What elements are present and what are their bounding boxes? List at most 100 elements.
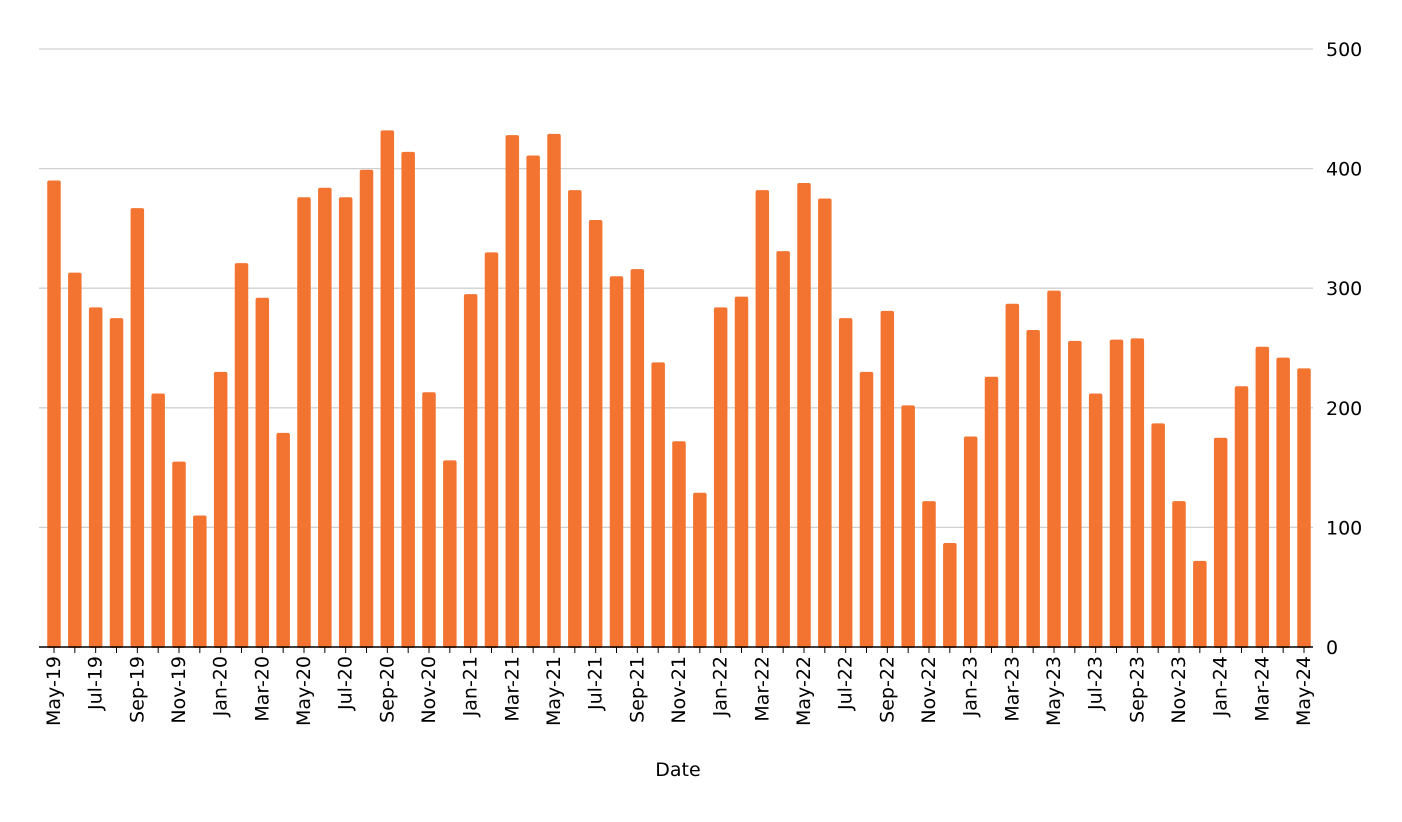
axes: [39, 646, 1313, 653]
bar-Apr-22: [776, 251, 790, 648]
bar-Feb-21: [484, 252, 499, 648]
bar-Jan-23: [963, 436, 978, 648]
x-tick-label: Sep-20: [376, 656, 398, 723]
bar-Jul-20: [338, 197, 353, 648]
bar-Sep-19: [130, 208, 145, 648]
bar-Jan-22: [713, 307, 728, 648]
bar-Sep-22: [880, 310, 895, 648]
bar-Apr-23: [1026, 330, 1040, 648]
bar-Aug-19: [109, 318, 124, 648]
bar-Jun-21: [568, 190, 582, 649]
bar-Apr-20: [276, 432, 290, 648]
y-tick-label: 200: [1326, 398, 1362, 420]
bar-Nov-21: [672, 441, 686, 648]
bar-Jun-20: [318, 187, 332, 648]
bar-Jul-23: [1088, 393, 1103, 648]
bar-Oct-19: [151, 393, 165, 648]
bar-Oct-20: [401, 151, 415, 648]
bar-Jul-21: [588, 220, 603, 648]
bar-Dec-23: [1193, 560, 1207, 648]
bar-Sep-20: [380, 130, 395, 648]
bar-Oct-22: [901, 405, 915, 648]
x-tick-labels: May-19 Jul-19 Sep-19 Nov-19 Jan-20 Mar-20 May-…: [43, 656, 1315, 726]
x-tick-label: Mar-24: [1251, 656, 1273, 722]
y-tick-label: 300: [1326, 278, 1362, 300]
x-tick-label: Mar-21: [501, 656, 523, 722]
bar-Jan-24: [1213, 437, 1228, 648]
bar-May-23: [1047, 290, 1061, 648]
y-tick-label: 0: [1326, 637, 1338, 659]
bar-Dec-20: [443, 460, 457, 648]
x-tick-label: Sep-23: [1126, 656, 1148, 723]
x-tick-label: Nov-22: [918, 656, 940, 724]
bar-Jun-19: [68, 272, 82, 648]
x-tick-label: Mar-20: [251, 656, 273, 722]
x-tick-label: Sep-21: [626, 656, 648, 723]
x-tick-label: Jan-22: [710, 656, 732, 717]
bar-Dec-21: [693, 492, 707, 648]
bar-Nov-20: [422, 392, 436, 648]
x-tick-label: Mar-23: [1001, 656, 1023, 722]
bar-Aug-20: [359, 169, 374, 648]
bar-May-22: [797, 182, 811, 648]
bar-Feb-23: [984, 376, 999, 648]
bar-Nov-19: [172, 461, 186, 648]
y-tick-label: 500: [1326, 39, 1362, 61]
x-axis-title: Date: [655, 759, 700, 781]
x-tick-label: Jul-23: [1085, 656, 1107, 711]
x-tick-label: May-19: [43, 656, 65, 726]
x-tick-label: Nov-23: [1168, 656, 1190, 724]
bar-Jun-22: [818, 198, 832, 648]
bar-Aug-21: [609, 276, 624, 648]
x-tick-label: Jul-22: [835, 656, 857, 711]
bar-Feb-24: [1234, 386, 1249, 648]
x-tick-label: Jan-23: [960, 656, 982, 717]
x-tick-label: Mar-22: [751, 656, 773, 722]
y-tick-label: 400: [1326, 159, 1362, 181]
bar-May-19: [47, 180, 61, 648]
bar-Mar-22: [755, 190, 770, 649]
bar-Apr-24: [1276, 357, 1290, 648]
bar-Jan-21: [463, 294, 478, 648]
x-tick-label: May-22: [793, 656, 815, 726]
bar-Jul-19: [88, 307, 103, 648]
x-tick-label: Nov-20: [418, 656, 440, 724]
x-tick-label: Jan-24: [1210, 656, 1232, 717]
bar-Dec-22: [943, 542, 957, 648]
x-tick-label: Sep-19: [126, 656, 148, 723]
bar-Mar-24: [1255, 346, 1270, 648]
x-tick-label: Jul-19: [85, 656, 107, 711]
bar-Mar-23: [1005, 303, 1020, 648]
x-tick-label: May-24: [1293, 656, 1315, 726]
bar-Feb-22: [734, 296, 749, 648]
x-tick-label: May-23: [1043, 656, 1065, 726]
bar-Jun-23: [1068, 340, 1082, 648]
bar-Oct-23: [1151, 423, 1165, 648]
bar-May-24: [1297, 368, 1311, 648]
bar-Aug-23: [1109, 339, 1124, 648]
x-tick-label: Jan-21: [460, 656, 482, 717]
bar-May-21: [547, 133, 561, 648]
bars: [47, 130, 1311, 649]
x-tick-label: May-20: [293, 656, 315, 726]
x-tick-label: Sep-22: [876, 656, 898, 723]
bar-Feb-20: [234, 263, 249, 648]
bar-Jan-20: [213, 371, 228, 648]
bar-Mar-21: [505, 135, 520, 648]
y-tick-label: 100: [1326, 517, 1362, 539]
bar-Sep-23: [1130, 338, 1145, 648]
bar-Jul-22: [838, 318, 853, 648]
y-tick-labels: 0 100 200 300 400 500: [1326, 39, 1362, 659]
bar-Aug-22: [859, 371, 874, 648]
bar-Dec-19: [193, 515, 207, 648]
bar-Apr-21: [526, 155, 540, 648]
x-tick-label: Jul-20: [335, 656, 357, 711]
x-tick-label: May-21: [543, 656, 565, 726]
x-tick-label: Nov-19: [168, 656, 190, 724]
bar-Nov-23: [1172, 501, 1186, 648]
bar-Sep-21: [630, 269, 645, 648]
x-tick-label: Jul-21: [585, 656, 607, 711]
bar-Oct-21: [651, 362, 665, 648]
